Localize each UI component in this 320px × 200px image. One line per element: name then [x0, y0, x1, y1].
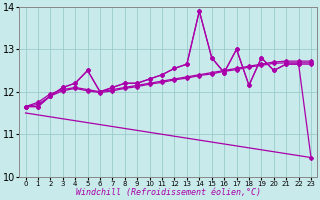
X-axis label: Windchill (Refroidissement éolien,°C): Windchill (Refroidissement éolien,°C)	[76, 188, 261, 197]
